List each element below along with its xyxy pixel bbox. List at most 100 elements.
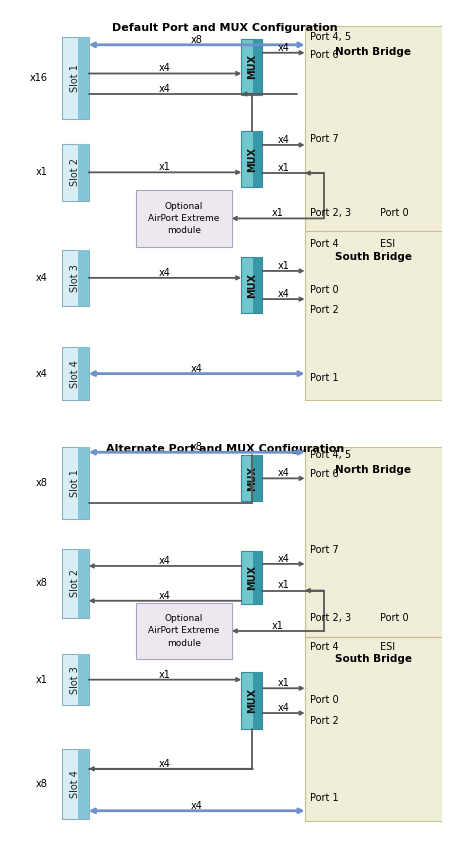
Text: x4: x4 [278,554,290,564]
Text: MUX: MUX [247,273,257,298]
Bar [241,38,262,95]
Text: x4: x4 [278,468,290,479]
Text: Default Port and MUX Configuration: Default Port and MUX Configuration [112,23,338,33]
Text: Port 2: Port 2 [309,305,338,315]
Text: x4: x4 [159,591,171,601]
Text: North Bridge: North Bridge [336,465,411,474]
Text: x8: x8 [191,442,202,452]
Text: x4: x4 [278,289,290,299]
Bar [62,37,89,118]
Text: Slot 1: Slot 1 [70,469,80,497]
Bar [253,131,262,187]
Text: Port 4: Port 4 [309,642,338,652]
Bar [305,447,442,637]
Text: x1: x1 [36,675,47,684]
Text: MUX: MUX [247,466,257,490]
Bar [253,257,262,313]
Text: Port 4, 5: Port 4, 5 [309,450,350,461]
Text: x1: x1 [159,670,171,679]
Text: Port 0: Port 0 [309,285,338,295]
Text: x8: x8 [191,35,202,45]
Text: module: module [167,226,201,235]
Text: x1: x1 [36,167,47,178]
Text: Slot 2: Slot 2 [70,570,80,598]
Text: x4: x4 [278,703,290,713]
Bar [136,603,232,659]
Text: Slot 4: Slot 4 [70,360,80,388]
Bar [241,551,262,604]
Bar [78,548,89,618]
Bar [62,750,89,819]
Text: Port 2, 3: Port 2, 3 [309,613,350,623]
Text: South Bridge: South Bridge [335,654,412,664]
Bar [253,38,262,95]
Text: MUX: MUX [247,146,257,172]
Text: x4: x4 [159,64,171,73]
Text: MUX: MUX [247,688,257,713]
Text: Port 1: Port 1 [309,794,338,803]
Text: x1: x1 [159,162,171,173]
Text: x4: x4 [36,273,47,283]
Bar [62,347,89,400]
Text: Port 4, 5: Port 4, 5 [309,31,350,42]
Text: x4: x4 [159,759,171,768]
Text: x1: x1 [278,261,290,271]
Text: ESI: ESI [380,642,395,652]
Text: x1: x1 [272,620,284,631]
Text: Slot 3: Slot 3 [70,666,80,694]
Bar [78,37,89,118]
Bar [62,548,89,618]
Text: Alternate Port and MUX Configuration: Alternate Port and MUX Configuration [106,444,344,454]
Text: Optional: Optional [165,614,203,623]
Text: Port 0: Port 0 [380,207,408,218]
Text: Port 6: Port 6 [309,50,338,60]
Text: Optional: Optional [165,201,203,211]
Text: x4: x4 [191,364,202,373]
Text: South Bridge: South Bridge [335,252,412,262]
Text: AirPort Extreme: AirPort Extreme [148,214,220,223]
Text: Slot 2: Slot 2 [70,158,80,186]
Text: x4: x4 [159,84,171,94]
Bar [136,190,232,246]
Text: ESI: ESI [380,239,395,248]
Text: Slot 1: Slot 1 [70,64,80,92]
Text: x8: x8 [36,478,47,488]
Text: x4: x4 [278,42,290,53]
Text: Port 7: Port 7 [309,545,338,554]
Text: x16: x16 [29,72,47,82]
Text: MUX: MUX [247,54,257,79]
Text: Port 4: Port 4 [309,239,338,248]
Bar [305,637,442,821]
Text: x1: x1 [278,678,290,689]
Bar [78,144,89,201]
Bar [305,26,442,231]
Text: Port 2, 3: Port 2, 3 [309,207,350,218]
Bar [78,750,89,819]
Bar [241,257,262,313]
Text: x4: x4 [159,556,171,566]
Text: x1: x1 [278,581,290,591]
Bar [241,456,262,502]
Text: x4: x4 [191,801,202,811]
Text: x8: x8 [36,779,47,789]
Bar [253,456,262,502]
Text: x1: x1 [272,208,284,218]
Bar [62,250,89,306]
Text: AirPort Extreme: AirPort Extreme [148,626,220,636]
Text: x8: x8 [36,578,47,588]
Bar [78,250,89,306]
Bar [253,672,262,728]
Bar [78,654,89,705]
Text: Slot 4: Slot 4 [70,770,80,798]
Bar [253,551,262,604]
Text: MUX: MUX [247,564,257,590]
Bar [62,144,89,201]
Text: x4: x4 [36,369,47,378]
Bar [62,654,89,705]
Text: Port 1: Port 1 [309,373,338,382]
Text: module: module [167,639,201,648]
Text: Port 0: Port 0 [309,695,338,706]
Bar [62,447,89,518]
Text: x4: x4 [159,268,171,278]
Bar [305,231,442,400]
